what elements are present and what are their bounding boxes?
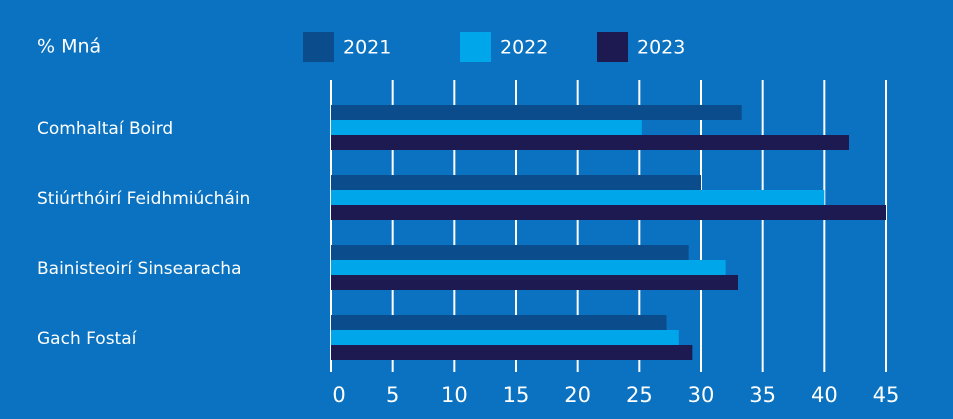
legend-swatch (597, 32, 628, 62)
x-tick-label: 15 (503, 383, 530, 407)
x-tick-label: 40 (811, 383, 838, 407)
category-label: Bainisteoirí Sinsearacha (37, 259, 242, 279)
legend-swatch (303, 32, 334, 62)
x-tick-label: 20 (564, 383, 591, 407)
bar (331, 135, 849, 150)
x-tick-label: 5 (386, 383, 399, 407)
category-label: Comhaltaí Boird (37, 119, 173, 139)
bar (331, 245, 689, 260)
x-tick-label: 0 (332, 383, 345, 407)
bar (331, 330, 679, 345)
bar (331, 315, 667, 330)
legend-swatch (460, 32, 491, 62)
x-tick-label: 30 (688, 383, 715, 407)
bar (331, 205, 886, 220)
bar (331, 260, 726, 275)
category-label: Gach Fostaí (37, 329, 138, 349)
x-tick-label: 10 (441, 383, 468, 407)
bar (331, 105, 742, 120)
legend-label: 2021 (343, 37, 391, 59)
category-label: Stiúrthóirí Feidhmiúcháin (37, 189, 250, 209)
bar (331, 120, 642, 135)
chart-title: % Mná (37, 36, 101, 58)
x-tick-label: 45 (873, 383, 900, 407)
bar (331, 275, 738, 290)
x-tick-label: 25 (626, 383, 653, 407)
bar (331, 190, 825, 205)
legend-label: 2023 (637, 37, 685, 59)
bar (331, 345, 693, 360)
x-tick-label: 35 (749, 383, 776, 407)
legend-label: 2022 (500, 37, 548, 59)
bar (331, 175, 701, 190)
